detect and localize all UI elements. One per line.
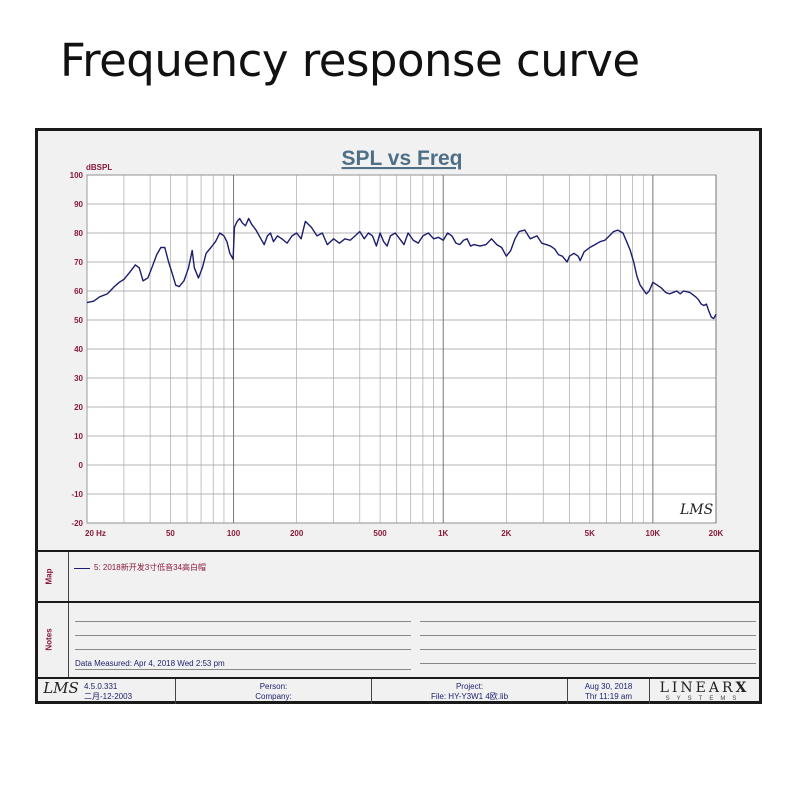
notes-label: Notes [44,628,54,651]
page-title: Frequency response curve [60,34,640,87]
company-label: Company: [255,692,292,701]
file-label: File: HY-Y3W1 4欧.lib [430,692,509,701]
footer-version-cell: 4.5.0.331 二月-12-2003 [84,679,176,704]
note-line [420,621,756,622]
y-tick-label: 50 [74,316,83,325]
x-tick-label: 500 [373,529,387,538]
note-line [75,621,411,622]
map-label: Map [44,568,54,585]
footer: LMS 4.5.0.331 二月-12-2003 Person: Company… [38,679,759,704]
x-tick-label: 5K [585,529,595,538]
lms-watermark: LMS [679,502,713,518]
footer-logo-cell: LMS [38,679,84,704]
version: 4.5.0.331 [84,682,118,691]
footer-time: Thr 11:19 am [585,692,632,701]
note-line [75,649,411,650]
x-tick-label: 10K [646,529,661,538]
project-label: Project: [455,682,484,691]
footer-brand-cell: LINEARX SYSTEMS [650,679,759,704]
y-tick-label: 20 [74,403,83,412]
y-tick-label: 0 [79,461,84,470]
y-tick-label: 40 [74,345,83,354]
y-axis-label: dBSPL [86,163,112,172]
lms-report-frame: SPL vs Freq dBSPL 100 90 80 70 60 50 40 30 20 10 0… [35,128,762,704]
person-label: Person: [259,682,288,691]
footer-project-cell: Project: File: HY-Y3W1 4欧.lib [372,679,568,704]
divider [38,550,759,552]
footer-date-cell: Aug 30, 2018 Thr 11:19 am [568,679,650,704]
y-tick-label: 90 [74,200,83,209]
x-tick-label: 1K [438,529,448,538]
brand-name: LINEAR [659,680,736,696]
map-label-column: Map [38,552,69,601]
y-tick-label: -20 [71,519,83,528]
legend-swatch [74,568,90,569]
y-tick-label: 60 [74,287,83,296]
divider [38,601,759,603]
footer-date: Aug 30, 2018 [584,682,633,691]
notes-label-column: Notes [38,603,69,677]
chart-grid [86,174,717,524]
brand-x: X [735,680,750,696]
legend-entry: 5: 2018新开发3寸低音34高白帽 [94,563,207,572]
brand-subtitle: SYSTEMS [665,696,744,702]
y-tick-label: 70 [74,258,83,267]
data-measured: Data Measured: Apr 4, 2018 Wed 2:53 pm [75,659,225,668]
brand-logo: LINEARX [650,681,759,695]
chart-title: SPL vs Freq [342,147,463,170]
spl-chart: SPL vs Freq dBSPL 1009080706050403020100… [70,147,724,538]
divider [38,677,759,679]
note-line [420,635,756,636]
x-tick-label: 50 [166,529,175,538]
x-tick-label: 20 Hz [85,529,106,538]
chart-curves [86,217,717,320]
note-line [420,649,756,650]
series-line [86,217,717,320]
x-tick-label: 100 [227,529,241,538]
y-tick-label: -10 [71,490,83,499]
y-tick-label: 80 [74,229,83,238]
x-tick-label: 200 [290,529,304,538]
footer-person-cell: Person: Company: [176,679,372,704]
note-line [75,669,411,670]
x-tick-label: 20K [709,529,724,538]
x-tick-label: 2K [501,529,511,538]
lms-logo: LMS [43,679,79,697]
note-line [420,663,756,664]
y-tick-label: 100 [70,171,84,180]
y-tick-label: 10 [74,432,83,441]
version-date: 二月-12-2003 [84,692,133,701]
note-line [75,635,411,636]
y-tick-label: 30 [74,374,83,383]
